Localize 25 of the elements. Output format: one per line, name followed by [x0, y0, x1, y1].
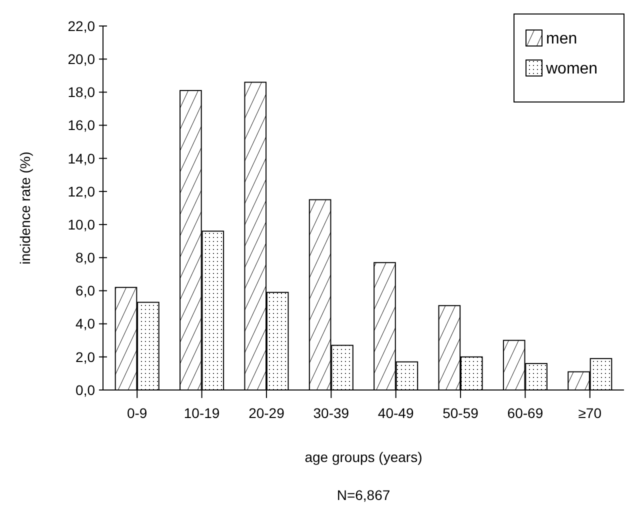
legend-label: men [546, 30, 578, 48]
x-tick-label: 0-9 [126, 405, 148, 421]
x-tick-label: 60-69 [507, 405, 544, 421]
x-tick-label: 30-39 [313, 405, 350, 421]
y-tick-label: 8,0 [76, 250, 96, 266]
y-tick-label: 20,0 [68, 50, 96, 67]
y-tick-label: 10,0 [68, 216, 96, 232]
x-tick-label: 50-59 [442, 405, 479, 421]
y-tick-label: 22,0 [68, 18, 96, 34]
x-tick-label: 20-29 [248, 405, 285, 421]
x-tick-label: 40-49 [378, 405, 414, 421]
y-axis-title: incidence rate (%) [17, 152, 33, 264]
y-tick-label: 12,0 [68, 183, 96, 200]
x-tick-label: ≥70 [578, 405, 602, 421]
text: N=6,867 [336, 487, 390, 503]
y-tick-label: 14,0 [68, 150, 96, 166]
legend-label: women [545, 60, 598, 78]
y-tick-label: 4,0 [76, 316, 96, 332]
x-tick-label: 10-19 [184, 405, 220, 421]
y-tick-label: 18,0 [68, 84, 96, 100]
y-tick-label: 0,0 [76, 382, 96, 398]
y-tick-label: 2,0 [76, 348, 96, 365]
y-tick-label: 6,0 [76, 282, 96, 299]
y-tick-label: 16,0 [68, 117, 96, 134]
x-axis-title: age groups (years) [304, 449, 422, 465]
